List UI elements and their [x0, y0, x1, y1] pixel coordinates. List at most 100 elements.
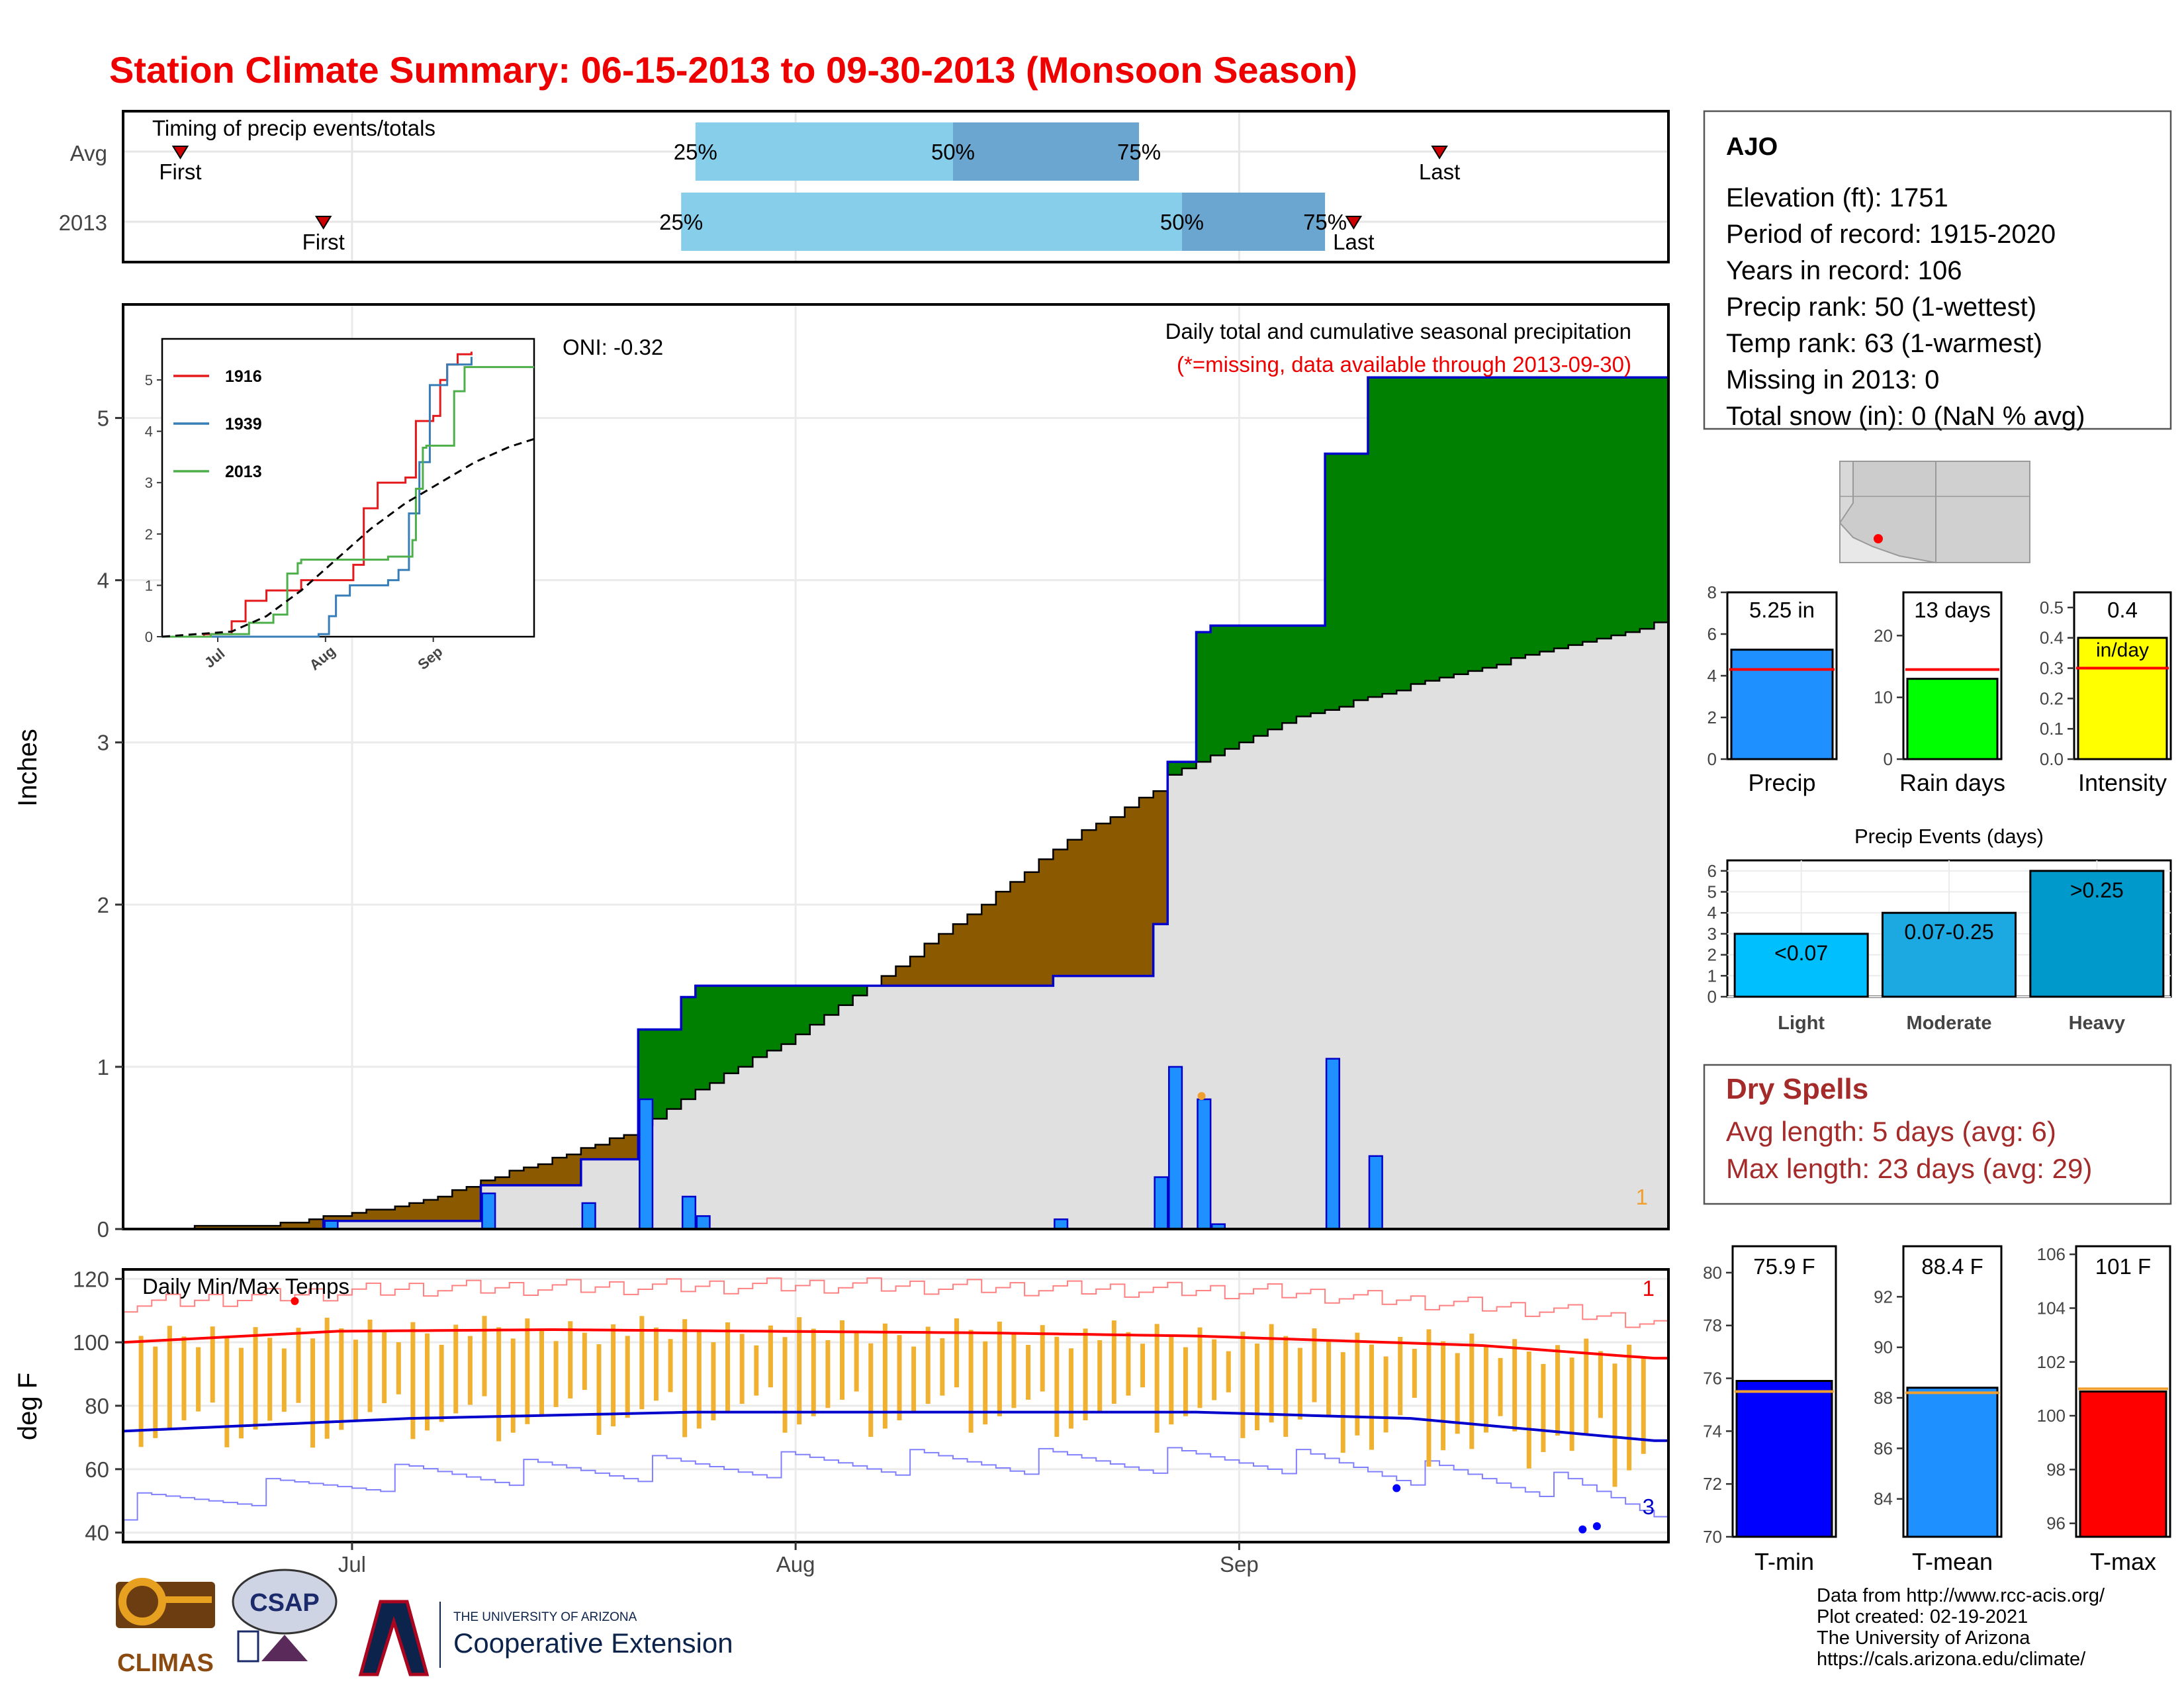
summary-bar-value: 5.25 in	[1749, 598, 1815, 622]
temp-count-bottom: 3	[1643, 1494, 1655, 1519]
temp-daily-range-bar	[840, 1320, 845, 1400]
temp-title: Daily Min/Max Temps	[142, 1274, 349, 1299]
precip-deficit-segment	[595, 1144, 610, 1160]
precip-surplus-segment	[766, 985, 782, 1051]
precip-y-label: Inches	[13, 729, 42, 807]
precip-fills	[123, 376, 1669, 1230]
temp-daily-range-bar	[639, 1316, 645, 1410]
events-tick-label: 6	[1707, 861, 1717, 881]
summary-bar-tick-label: 0.1	[2040, 719, 2064, 739]
precip-surplus-segment	[1496, 377, 1512, 665]
temp-daily-range-bar	[1040, 1325, 1045, 1392]
temp-daily-range-bar	[181, 1336, 187, 1421]
precip-deficit-segment	[623, 1134, 639, 1160]
precip-surplus-segment	[839, 985, 854, 1005]
precip-surplus-segment	[809, 985, 825, 1025]
timing-first-marker	[171, 146, 189, 160]
precip-deficit-segment	[1024, 872, 1040, 986]
temp-daily-range-bar	[1312, 1328, 1317, 1402]
events-title: Precip Events (days)	[1854, 825, 2044, 848]
temp-daily-range-bar	[353, 1340, 358, 1421]
x-axis-ticks: Jul Aug Sep	[338, 1542, 1259, 1577]
temp-daily-range-bar	[653, 1327, 659, 1401]
temp-daily-range-bar	[983, 1341, 988, 1425]
daily-precip-bar	[581, 1202, 596, 1230]
temp-record-low-marker	[1392, 1484, 1401, 1492]
timing-pct-label: 75%	[1117, 140, 1161, 164]
climas-logo: CLIMAS	[116, 1578, 215, 1677]
temp-bar-tick-label: 100	[2037, 1406, 2066, 1426]
temp-bar-T-mean	[1906, 1387, 1999, 1538]
precip-surplus-segment	[781, 985, 796, 1044]
precip-deficit-segment	[924, 943, 939, 986]
summary-bar-Rain days	[1906, 678, 1999, 760]
inset-y-tick-label: 5	[145, 372, 153, 388]
temp-daily-range-bar	[224, 1337, 230, 1447]
precip-surplus-segment	[1596, 377, 1612, 639]
temp-daily-range-bar	[782, 1337, 788, 1433]
temp-daily-range-bar	[940, 1338, 945, 1396]
temp-daily-range-bar	[711, 1342, 716, 1421]
temp-bar-tick-label: 84	[1874, 1489, 1893, 1509]
temp-record-high-marker	[291, 1297, 299, 1305]
precip-deficit-segment	[1124, 807, 1140, 976]
summary-bar-tick-label: 10	[1874, 688, 1893, 708]
timing-pct-label: 25%	[659, 210, 703, 234]
precip-deficit-segment	[223, 1226, 238, 1229]
temp-daily-range-bar	[1355, 1332, 1360, 1436]
temp-daily-range-bar	[1226, 1351, 1231, 1393]
temp-panel: 40 60 80 100 120 deg F Daily Min/Max Temps 1…	[13, 1267, 1670, 1545]
temp-daily-range-bar	[1154, 1324, 1160, 1433]
precip-surplus-segment	[1224, 625, 1240, 749]
station-line: Elevation (ft): 1751	[1726, 183, 1948, 212]
temp-daily-range-bar	[1111, 1320, 1116, 1404]
temp-daily-range-bar	[1627, 1344, 1632, 1471]
logos: CLIMAS CSAP THE UNIVERSITY OF ARIZONA Co…	[116, 1569, 733, 1677]
temp-bar-tick-label: 86	[1874, 1438, 1893, 1458]
inset-legend-label: 1916	[225, 367, 262, 386]
temp-bar-tick-label: 76	[1703, 1369, 1722, 1389]
events-tick-label: 1	[1707, 966, 1717, 985]
daily-precip-bar	[1154, 1176, 1169, 1230]
temp-daily-range-bar	[582, 1332, 587, 1391]
temp-daily-range-bar	[310, 1338, 316, 1448]
temp-daily-range-bar	[1412, 1349, 1417, 1398]
temp-daily-range-bar	[625, 1336, 630, 1418]
precip-surplus-segment	[1468, 377, 1483, 671]
events-category-label: Light	[1778, 1013, 1825, 1034]
temp-bar-tick-label: 96	[2046, 1514, 2066, 1533]
precip-deficit-segment	[1153, 791, 1168, 925]
temp-y-tick-label: 60	[85, 1457, 109, 1482]
precip-corner-count: 1	[1636, 1185, 1648, 1209]
precip-deficit-segment	[995, 891, 1011, 986]
temp-bar-tick-label: 72	[1703, 1474, 1722, 1494]
precip-surplus-segment	[1282, 625, 1297, 723]
temp-daily-range-bar	[797, 1317, 802, 1425]
summary-bar-tick-label: 0	[1707, 749, 1717, 769]
timing-last-label: Last	[1419, 160, 1460, 184]
summary-bar-tick-label: 4	[1707, 666, 1717, 686]
timing-bar-25-50	[695, 122, 953, 181]
temp-bar-tick-label: 78	[1703, 1316, 1722, 1336]
events-bar-label: 0.07-0.25	[1904, 920, 1993, 944]
station-frame	[1703, 110, 2172, 430]
temp-daily-range-bar	[525, 1318, 530, 1424]
temp-y-tick-label: 80	[85, 1394, 109, 1418]
temp-daily-range-bar	[1598, 1351, 1603, 1418]
precip-avg-cumulative-line	[123, 621, 1668, 1230]
precip-surplus-segment	[1167, 762, 1183, 775]
timing-labels: 25% 50% 75% First Last 25% 50% 75% First Last	[159, 140, 1460, 254]
x-tick-label: Aug	[776, 1552, 815, 1577]
temp-bar-tick-label: 80	[1703, 1263, 1722, 1283]
temp-daily-range-bar	[324, 1317, 330, 1439]
temp-daily-range-bar	[1183, 1347, 1188, 1416]
map-state-newmexico	[1935, 461, 2030, 563]
precip-deficit-segment	[480, 1180, 496, 1185]
precip-deficit-segment	[208, 1226, 224, 1229]
summary-bar-tick-label: 8	[1707, 582, 1717, 602]
credit-line-2: Plot created: 02-19-2021	[1817, 1606, 2028, 1627]
temp-daily-range-bar	[1498, 1357, 1503, 1416]
temp-daily-range-bar	[425, 1333, 430, 1431]
temp-daily-range-bar	[510, 1338, 516, 1433]
precip-annotation-subtitle: (*=missing, data available through 2013-…	[1177, 352, 1631, 377]
